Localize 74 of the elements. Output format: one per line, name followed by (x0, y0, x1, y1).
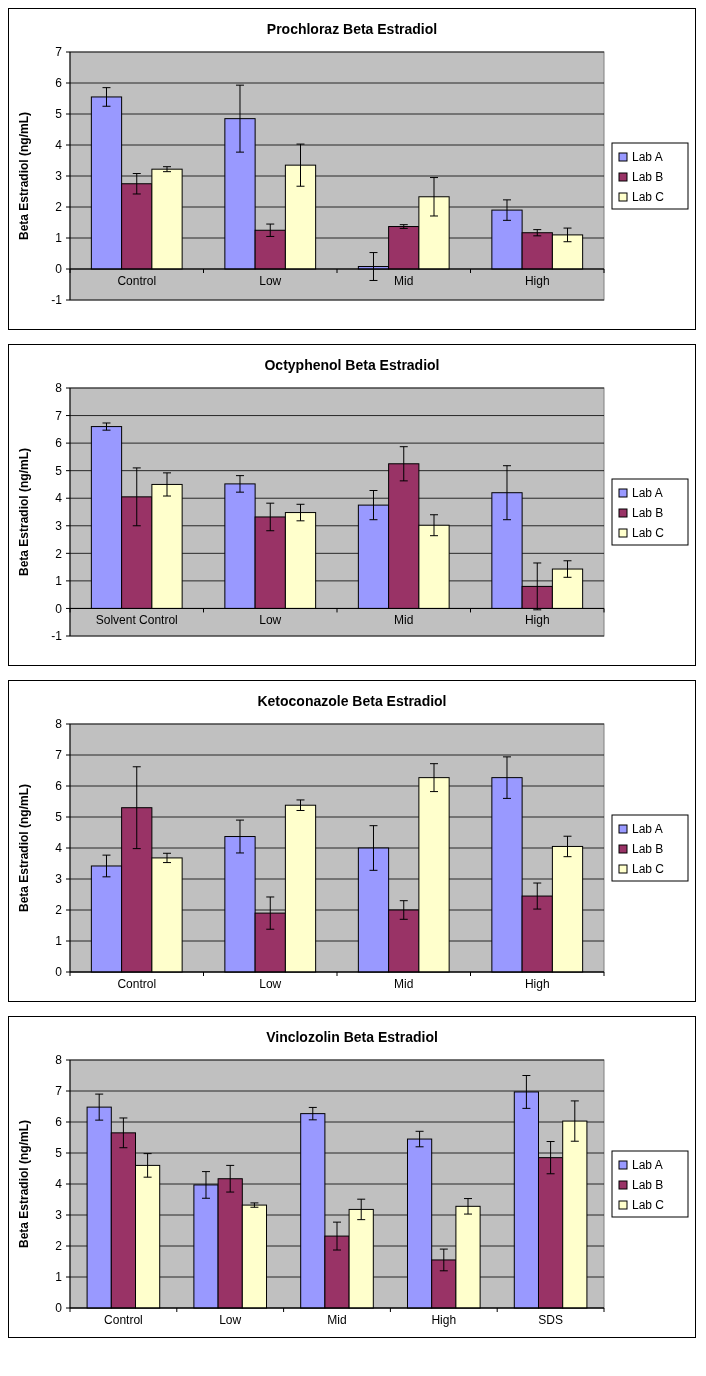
y-tick-label: 8 (55, 381, 63, 396)
y-tick-label: -1 (51, 293, 63, 308)
legend-label: Lab B (632, 842, 664, 857)
x-tick-label: Control (117, 274, 157, 288)
y-tick-label: 1 (55, 231, 63, 246)
y-tick-label: 4 (55, 841, 63, 856)
y-tick-label: 7 (55, 748, 63, 763)
x-tick-label: Mid (394, 274, 414, 288)
x-tick-label: SDS (538, 1313, 563, 1327)
y-tick-label: 5 (55, 810, 63, 825)
y-tick-label: 8 (55, 717, 63, 732)
x-tick-label: Control (117, 977, 157, 991)
legend-label: Lab A (632, 822, 663, 837)
y-tick-label: 6 (55, 779, 63, 794)
y-tick-label: 0 (55, 262, 63, 277)
legend-label: Lab A (632, 1158, 663, 1173)
y-tick-label: 2 (55, 546, 63, 561)
y-tick-label: 1 (55, 1270, 63, 1285)
y-tick-label: 3 (55, 872, 63, 887)
y-tick-label: 3 (55, 1208, 63, 1223)
x-tick-label: Low (259, 977, 282, 991)
x-tick-label: High (524, 613, 550, 628)
y-tick-label: 3 (55, 169, 63, 184)
y-axis-title: Beta Estradiol (ng/mL) (17, 111, 31, 241)
y-tick-label: 6 (55, 76, 63, 91)
legend-label: Lab C (632, 190, 665, 205)
y-axis-title: Beta Estradiol (ng/mL) (17, 1119, 31, 1249)
legend-label: Lab C (632, 862, 665, 877)
y-tick-label: 5 (55, 107, 63, 122)
legend-label: Lab A (632, 486, 663, 501)
x-tick-label: Mid (394, 977, 414, 991)
legend-label: Lab C (632, 526, 665, 541)
y-tick-label: 2 (55, 903, 63, 918)
y-tick-label: 5 (55, 1146, 63, 1161)
legend-label: Lab B (632, 170, 664, 185)
y-tick-label: 1 (55, 934, 63, 949)
y-tick-label: 0 (55, 965, 63, 980)
y-tick-label: 7 (55, 408, 63, 423)
y-tick-label: 4 (55, 138, 63, 153)
legend-label: Lab B (632, 1178, 664, 1193)
y-tick-label: 0 (55, 601, 63, 616)
y-tick-label: 7 (55, 1084, 63, 1099)
y-tick-label: 0 (55, 1301, 63, 1316)
x-tick-label: High (524, 977, 550, 991)
x-tick-label: Solvent Control (95, 613, 178, 628)
x-tick-label: Low (259, 613, 282, 628)
y-axis-title: Beta Estradiol (ng/mL) (17, 447, 31, 577)
y-tick-label: 6 (55, 1115, 63, 1130)
legend-label: Lab A (632, 150, 663, 165)
y-tick-label: 3 (55, 518, 63, 533)
y-tick-label: 2 (55, 200, 63, 215)
y-tick-label: 7 (55, 45, 63, 60)
y-axis-title: Beta Estradiol (ng/mL) (17, 783, 31, 913)
chart-title: Prochloraz Beta Estradiol (266, 21, 438, 37)
legend-label: Lab B (632, 506, 664, 521)
chart-title: Ketoconazole Beta Estradiol (257, 693, 447, 709)
x-tick-label: Control (104, 1313, 143, 1327)
y-tick-label: 4 (55, 1177, 63, 1192)
legend-label: Lab C (632, 1198, 665, 1213)
y-tick-label: -1 (51, 629, 63, 644)
x-tick-label: Mid (394, 613, 414, 628)
y-tick-label: 5 (55, 463, 63, 478)
chart-title: Octyphenol Beta Estradiol (264, 357, 440, 373)
y-tick-label: 4 (55, 491, 63, 506)
x-tick-label: Low (219, 1313, 242, 1327)
y-tick-label: 1 (55, 574, 63, 589)
chart-title: Vinclozolin Beta Estradiol (266, 1029, 438, 1045)
x-tick-label: Mid (327, 1313, 347, 1327)
x-tick-label: Low (259, 274, 282, 288)
y-tick-label: 2 (55, 1239, 63, 1254)
y-tick-label: 8 (55, 1053, 63, 1068)
x-tick-label: High (524, 274, 550, 288)
y-tick-label: 6 (55, 436, 63, 451)
x-tick-label: High (431, 1313, 457, 1327)
